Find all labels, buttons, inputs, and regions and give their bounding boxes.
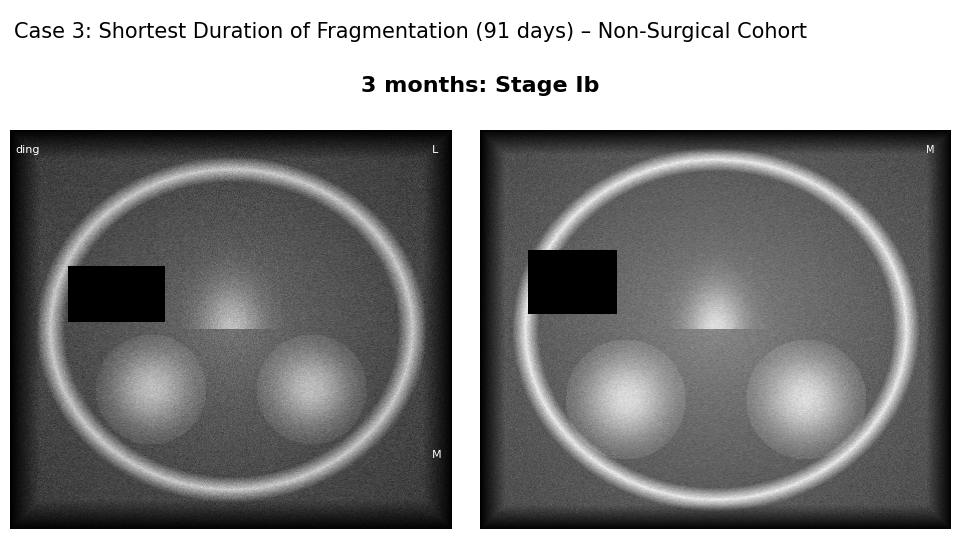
Text: 3 months: Stage Ib: 3 months: Stage Ib [361,76,599,96]
Text: M: M [925,145,934,155]
Bar [67,266,165,322]
Text: ding: ding [15,145,39,155]
Bar [528,250,617,314]
Text: M: M [432,450,442,460]
Text: L: L [432,145,438,155]
Text: Case 3: Shortest Duration of Fragmentation (91 days) – Non-Surgical Cohort: Case 3: Shortest Duration of Fragmentati… [14,22,807,42]
